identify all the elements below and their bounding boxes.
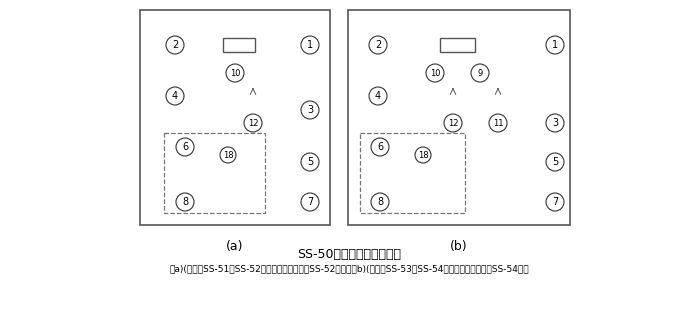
Text: t2: t2	[447, 135, 459, 145]
Circle shape	[444, 114, 462, 132]
Circle shape	[489, 114, 507, 132]
Bar	[440, 38, 475, 52]
Text: t1: t1	[493, 135, 503, 145]
Text: 8: 8	[377, 197, 383, 207]
Text: 11: 11	[493, 119, 503, 128]
Circle shape	[371, 193, 389, 211]
Circle shape	[301, 101, 319, 119]
Circle shape	[546, 193, 564, 211]
Circle shape	[426, 64, 444, 82]
Text: 8: 8	[182, 197, 188, 207]
Text: （a)(背视）SS-51、SS-52型，图中虚线部分仅SS-52型有；（b)(背视）SS-53、SS-54型，图中虚线部分仅SS-54型有: （a)(背视）SS-51、SS-52型，图中虚线部分仅SS-52型有；（b)(背…	[169, 264, 529, 273]
Text: 1: 1	[552, 40, 558, 50]
Circle shape	[471, 64, 489, 82]
Circle shape	[546, 114, 564, 132]
Bar	[223, 38, 255, 52]
Circle shape	[176, 138, 194, 156]
Bar	[348, 10, 570, 225]
Text: 6: 6	[377, 142, 383, 152]
Circle shape	[220, 147, 236, 163]
Text: 5: 5	[307, 157, 313, 167]
Circle shape	[226, 64, 244, 82]
Circle shape	[301, 193, 319, 211]
Circle shape	[301, 36, 319, 54]
Text: SS-50系列背后端子接线图: SS-50系列背后端子接线图	[297, 248, 401, 261]
Text: 3: 3	[307, 105, 313, 115]
Text: (a): (a)	[226, 240, 244, 253]
Circle shape	[546, 36, 564, 54]
Text: 12: 12	[448, 119, 459, 128]
Circle shape	[415, 147, 431, 163]
Text: 18: 18	[418, 150, 428, 159]
Text: 12: 12	[247, 119, 258, 128]
Circle shape	[244, 114, 262, 132]
Text: 7: 7	[552, 197, 558, 207]
Circle shape	[166, 36, 184, 54]
Text: 4: 4	[375, 91, 381, 101]
Text: 18: 18	[223, 150, 233, 159]
Text: (b): (b)	[450, 240, 468, 253]
Text: 7: 7	[307, 197, 313, 207]
Bar	[164, 133, 265, 213]
Text: 2: 2	[375, 40, 381, 50]
Text: 4: 4	[172, 91, 178, 101]
Text: 6: 6	[182, 142, 188, 152]
Bar	[360, 133, 465, 213]
Text: 3: 3	[552, 118, 558, 128]
Circle shape	[371, 138, 389, 156]
Circle shape	[369, 36, 387, 54]
Text: 9: 9	[477, 69, 482, 77]
Circle shape	[546, 153, 564, 171]
Circle shape	[369, 87, 387, 105]
Text: 1: 1	[307, 40, 313, 50]
Text: 5: 5	[552, 157, 558, 167]
Circle shape	[176, 193, 194, 211]
Bar	[140, 10, 330, 225]
Circle shape	[301, 153, 319, 171]
Text: 10: 10	[430, 69, 440, 77]
Text: 10: 10	[230, 69, 240, 77]
Text: 2: 2	[172, 40, 178, 50]
Circle shape	[166, 87, 184, 105]
